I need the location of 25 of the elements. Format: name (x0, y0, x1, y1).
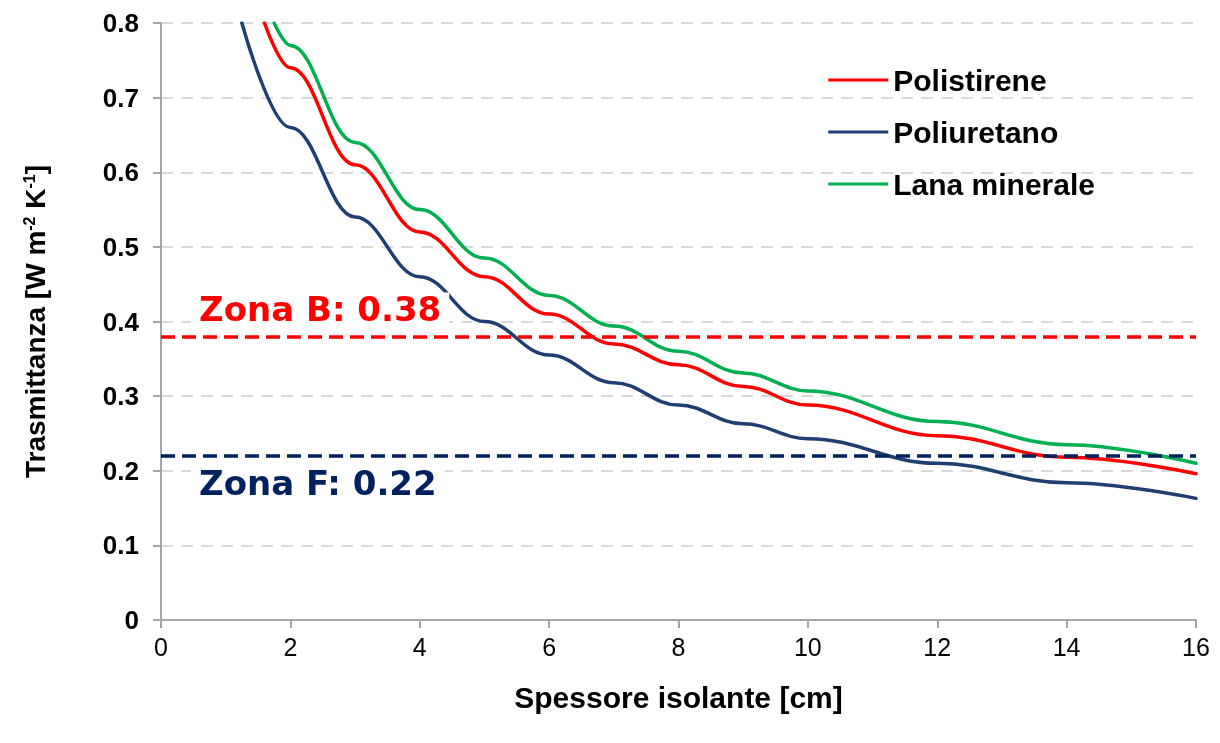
y-tick-label: 0.4 (102, 306, 140, 337)
y-tick-label: 0 (124, 605, 139, 635)
y-axis-title: Trasmittanza [W m-2 K-1] (19, 164, 51, 479)
x-tick-label: 10 (793, 632, 822, 661)
y-tick-label: 0.3 (102, 381, 139, 412)
y-tick-label: 0.1 (102, 530, 139, 561)
x-tick-label: 4 (412, 632, 427, 661)
y-tick-label: 0.8 (102, 8, 139, 38)
ref-line-label: Zona F: 0.22 (199, 462, 437, 503)
legend-label: Lana minerale (893, 167, 1096, 201)
ref-line-label: Zona B: 0.38 (199, 289, 442, 330)
y-tick-label: 0.7 (102, 82, 139, 113)
y-tick-label: 0.2 (102, 455, 139, 486)
legend-label: Polistirene (893, 63, 1047, 97)
x-axis-title: Spessore isolante [cm] (514, 680, 843, 714)
y-tick-label: 0.5 (102, 231, 139, 262)
legend-label: Poliuretano (893, 115, 1059, 149)
x-tick-label: 2 (283, 632, 298, 661)
x-tick-label: 14 (1052, 632, 1081, 661)
y-tick-label: 0.6 (102, 157, 139, 188)
x-tick-label: 6 (542, 632, 557, 661)
x-tick-label: 12 (923, 632, 952, 661)
x-tick-label: 0 (154, 632, 168, 661)
x-tick-label: 16 (1182, 632, 1210, 661)
x-tick-label: 8 (671, 632, 686, 661)
